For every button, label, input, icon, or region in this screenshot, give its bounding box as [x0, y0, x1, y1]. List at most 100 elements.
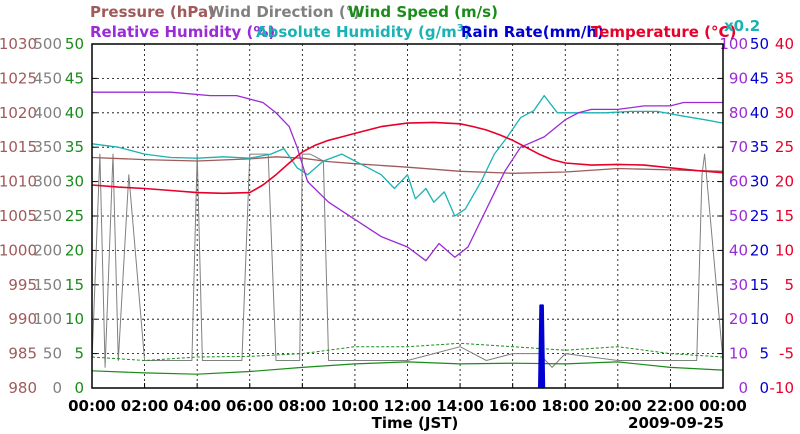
legend-absolute-humidity: Absolute Humidity (g/m3)	[256, 23, 471, 41]
y-tick-wind_speed: 15	[65, 276, 84, 294]
y-tick-relative_humidity: 90	[729, 69, 748, 87]
x-tick-label: 22:00	[647, 397, 695, 415]
y-tick-absolute_humidity: 50	[750, 35, 769, 53]
y-tick-relative_humidity: 70	[729, 138, 748, 156]
y-tick-absolute_humidity: 20	[750, 241, 769, 259]
y-tick-relative_humidity: 100	[719, 35, 748, 53]
y-tick-wind_direction: 300	[33, 173, 62, 191]
y-tick-relative_humidity: 50	[729, 207, 748, 225]
x-tick-label: 00:00	[68, 397, 116, 415]
legend-rain-rate: Rain Rate(mm/h)	[461, 23, 604, 41]
y-tick-wind_direction: 400	[33, 104, 62, 122]
y-tick-wind_direction: 350	[33, 138, 62, 156]
x-tick-label: 20:00	[594, 397, 642, 415]
y-tick-relative_humidity: 60	[729, 173, 748, 191]
y-tick-temperature: 40	[775, 35, 794, 53]
series-wind-speed	[91, 361, 724, 375]
y-tick-absolute_humidity: 40	[750, 104, 769, 122]
x-axis: 00:00 02:00 04:00 06:00 08:00 10:00 12:00 14:00…	[68, 383, 747, 415]
series-temperature	[91, 121, 724, 195]
y-tick-absolute_humidity: 0	[759, 379, 769, 397]
x-tick-label: 10:00	[331, 397, 379, 415]
y-tick-temperature: 5	[784, 276, 794, 294]
x-tick-label: 00:00	[699, 397, 747, 415]
y-tick-pressure: 990	[8, 310, 37, 328]
x-tick-label: 04:00	[173, 397, 221, 415]
y-tick-temperature: 15	[775, 207, 794, 225]
legend-wind-speed: Wind Speed (m/s)	[348, 3, 498, 21]
x-tick-label: 08:00	[278, 397, 326, 415]
y-tick-wind_direction: 450	[33, 69, 62, 87]
y-tick-temperature: 20	[775, 173, 794, 191]
legend-absolute-humidity-prefix: Absolute Humidity (g/m	[256, 23, 457, 41]
y-tick-absolute_humidity: 30	[750, 173, 769, 191]
y-tick-relative_humidity: 40	[729, 241, 748, 259]
x-axis-label: Time (JST)	[372, 414, 459, 432]
x-tick-label: 14:00	[436, 397, 484, 415]
x-tick-label: 18:00	[541, 397, 589, 415]
y-tick-wind_direction: 200	[33, 241, 62, 259]
y-tick-temperature: 35	[775, 69, 794, 87]
series-rain-rate	[538, 304, 546, 389]
grid	[92, 44, 723, 388]
y-tick-wind_speed: 0	[74, 379, 84, 397]
y-tick-wind_speed: 5	[74, 345, 84, 363]
series-wind-gust	[91, 342, 724, 361]
series-relative-humidity	[92, 91, 723, 262]
y-tick-relative_humidity: 0	[738, 379, 748, 397]
rain-scale-note: x0.2	[724, 17, 760, 35]
y-tick-absolute_humidity: 10	[750, 310, 769, 328]
y-tick-pressure: 1000	[0, 241, 37, 259]
x-tick-label: 16:00	[489, 397, 537, 415]
y-tick-relative_humidity: 20	[729, 310, 748, 328]
y-tick-wind_speed: 50	[65, 35, 84, 53]
y-tick-absolute_humidity: 5	[759, 345, 769, 363]
y-tick-pressure: 980	[8, 379, 37, 397]
series-pressure	[91, 156, 724, 174]
y-tick-temperature: 0	[784, 310, 794, 328]
y-tick-wind_direction: 150	[33, 276, 62, 294]
x-tick-label: 06:00	[226, 397, 274, 415]
y-tick-pressure: 1025	[0, 69, 37, 87]
legend-temperature: Temperature (°C)	[591, 23, 736, 41]
y-tick-pressure: 1005	[0, 207, 37, 225]
y-tick-relative_humidity: 10	[729, 345, 748, 363]
y-tick-wind_speed: 25	[65, 207, 84, 225]
y-tick-wind_direction: 50	[43, 345, 62, 363]
y-tick-absolute_humidity: 45	[750, 69, 769, 87]
series-wind-direction	[91, 153, 724, 368]
y-tick-wind_speed: 35	[65, 138, 84, 156]
legend-absolute-humidity-sup: 3	[457, 23, 464, 34]
y-tick-wind_direction: 500	[33, 35, 62, 53]
y-tick-temperature: 30	[775, 104, 794, 122]
y-tick-relative_humidity: 30	[729, 276, 748, 294]
y-tick-temperature: 25	[775, 138, 794, 156]
y-tick-pressure: 995	[8, 276, 37, 294]
legend-relative-humidity: Relative Humidity (%)	[90, 23, 275, 41]
series-layer	[91, 91, 724, 389]
y-tick-absolute_humidity: 15	[750, 276, 769, 294]
legend-pressure: Pressure (hPa)	[90, 3, 215, 21]
y-tick-wind_speed: 20	[65, 241, 84, 259]
y-tick-temperature: -10	[770, 379, 795, 397]
y-tick-absolute_humidity: 25	[750, 207, 769, 225]
y-tick-wind_direction: 0	[52, 379, 62, 397]
y-tick-pressure: 1015	[0, 138, 37, 156]
y-tick-pressure: 1020	[0, 104, 37, 122]
y-tick-wind_speed: 30	[65, 173, 84, 191]
x-tick-label: 12:00	[384, 397, 432, 415]
y-tick-wind_speed: 40	[65, 104, 84, 122]
y-tick-absolute_humidity: 35	[750, 138, 769, 156]
legend-wind-direction: Wind Direction (°)	[208, 3, 360, 21]
y-tick-pressure: 985	[8, 345, 37, 363]
y-tick-pressure: 1030	[0, 35, 37, 53]
series-absolute-humidity	[91, 94, 724, 217]
x-tick-label: 02:00	[121, 397, 169, 415]
y-tick-wind_speed: 45	[65, 69, 84, 87]
date-label: 2009-09-25	[628, 414, 724, 432]
y-tick-pressure: 1010	[0, 173, 37, 191]
y-tick-wind_direction: 250	[33, 207, 62, 225]
y-tick-temperature: -5	[779, 345, 794, 363]
y-tick-temperature: 10	[775, 241, 794, 259]
